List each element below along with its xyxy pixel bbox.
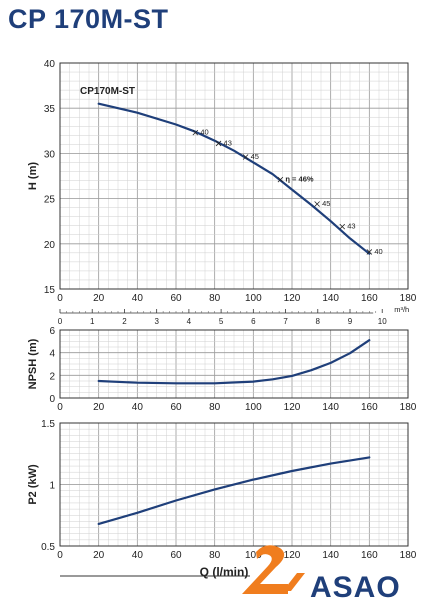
y-tick-label: 6: [49, 326, 55, 337]
brand-logo: ASAO: [242, 545, 401, 600]
efficiency-label: 40: [200, 128, 208, 137]
secondary-axis-tick-label: 7: [283, 317, 288, 326]
page-title: CP 170M-ST: [8, 4, 169, 34]
y-tick-label: 4: [49, 349, 55, 360]
npsh-curve: [97, 339, 371, 385]
x-tick-label: 120: [284, 402, 301, 413]
x-tick-label: 80: [209, 402, 221, 413]
secondary-axis-tick-label: 1: [90, 317, 95, 326]
efficiency-marker: [366, 249, 373, 255]
efficiency-marker: [339, 223, 346, 230]
secondary-axis-tick-label: 6: [251, 317, 256, 326]
x-tick-label: 40: [132, 402, 144, 413]
y-tick-label: 1: [49, 481, 55, 492]
efficiency-label: η = 46%: [285, 175, 313, 184]
secondary-axis-tick-label: 5: [219, 317, 224, 326]
y-tick-label: 35: [44, 104, 56, 115]
x-tick-label: 160: [361, 550, 378, 561]
x-tick-label: 100: [245, 293, 262, 304]
efficiency-label: 43: [224, 138, 232, 147]
x-tick-label: 180: [400, 550, 417, 561]
y-tick-label: 25: [44, 195, 56, 206]
y-tick-label: 30: [44, 149, 56, 160]
npsh-plot-frame: [59, 329, 409, 399]
y-tick-label: 15: [44, 285, 56, 296]
efficiency-marker: [192, 129, 199, 136]
x-tick-label: 40: [132, 293, 144, 304]
x-tick-label: 0: [57, 402, 63, 413]
x-tick-label: 140: [322, 293, 339, 304]
npsh-y-axis-label: NPSH (m): [27, 338, 39, 389]
secondary-axis-tick-label: 3: [154, 317, 159, 326]
efficiency-label: 40: [374, 247, 382, 256]
x-tick-label: 100: [245, 550, 262, 561]
head-curve: [97, 102, 371, 255]
x-tick-label: 20: [93, 293, 105, 304]
x-tick-label: 140: [322, 402, 339, 413]
series-label: CP170M-ST: [80, 86, 135, 97]
y-tick-label: 2: [49, 371, 55, 382]
x-tick-label: 120: [284, 550, 301, 561]
x-tick-label: 160: [361, 293, 378, 304]
efficiency-marker: [215, 140, 222, 147]
x-tick-label: 80: [209, 293, 221, 304]
x-tick-label: 180: [400, 402, 417, 413]
secondary-axis-tick-label: 8: [316, 317, 321, 326]
head-plot-frame: [59, 62, 409, 290]
y-tick-label: 0.5: [41, 542, 55, 553]
secondary-axis-tick-label: 4: [187, 317, 192, 326]
x-tick-label: 20: [93, 402, 105, 413]
x-tick-label: 60: [170, 550, 182, 561]
head-y-axis-label: H (m): [27, 162, 39, 190]
secondary-axis-tick-label: 9: [348, 317, 353, 326]
x-tick-label: 80: [209, 550, 221, 561]
x-tick-label: 180: [400, 293, 417, 304]
x-tick-label: 160: [361, 402, 378, 413]
x-tick-label: 100: [245, 402, 262, 413]
x-tick-label: 60: [170, 402, 182, 413]
secondary-axis-unit: m³/h: [394, 305, 409, 314]
x-tick-label: 20: [93, 550, 105, 561]
power-curve: [97, 456, 371, 525]
efficiency-label: 45: [322, 199, 330, 208]
npsh-grid: [59, 329, 409, 399]
x-tick-label: 140: [322, 550, 339, 561]
y-tick-label: 0: [49, 394, 55, 405]
npsh-chart: 0 20 40 60 80 100 120 140 160 180 0 2 4 6 NPSH (m): [27, 326, 417, 413]
power-plot-frame: [59, 422, 409, 547]
x-tick-label: 120: [284, 293, 301, 304]
x-tick-label: 0: [57, 550, 63, 561]
secondary-axis-tick-label: 2: [122, 317, 127, 326]
x-tick-label: 0: [57, 293, 63, 304]
brand-name: ASAO: [310, 571, 401, 600]
secondary-axis-tick-label: 0: [58, 317, 63, 326]
y-tick-label: 40: [44, 59, 56, 70]
efficiency-marker: [242, 154, 249, 160]
efficiency-label: 45: [251, 152, 259, 161]
efficiency-marker: [314, 201, 320, 207]
efficiency-label: 43: [347, 222, 355, 231]
y-tick-label: 20: [44, 240, 56, 251]
power-chart: 0 20 40 60 80 100 120 140 160 180 0.5 1 1.5 P2 (kW) Q …: [27, 419, 417, 579]
y-tick-label: 1.5: [41, 419, 55, 430]
x-tick-label: 60: [170, 293, 182, 304]
secondary-axis-tick-label: 10: [378, 317, 387, 326]
efficiency-marker: [277, 176, 284, 183]
logo-mark-icon: [242, 545, 305, 594]
power-y-axis-label: P2 (kW): [27, 464, 39, 505]
x-tick-label: 40: [132, 550, 144, 561]
x-axis-label: Q (l/min): [200, 565, 249, 579]
